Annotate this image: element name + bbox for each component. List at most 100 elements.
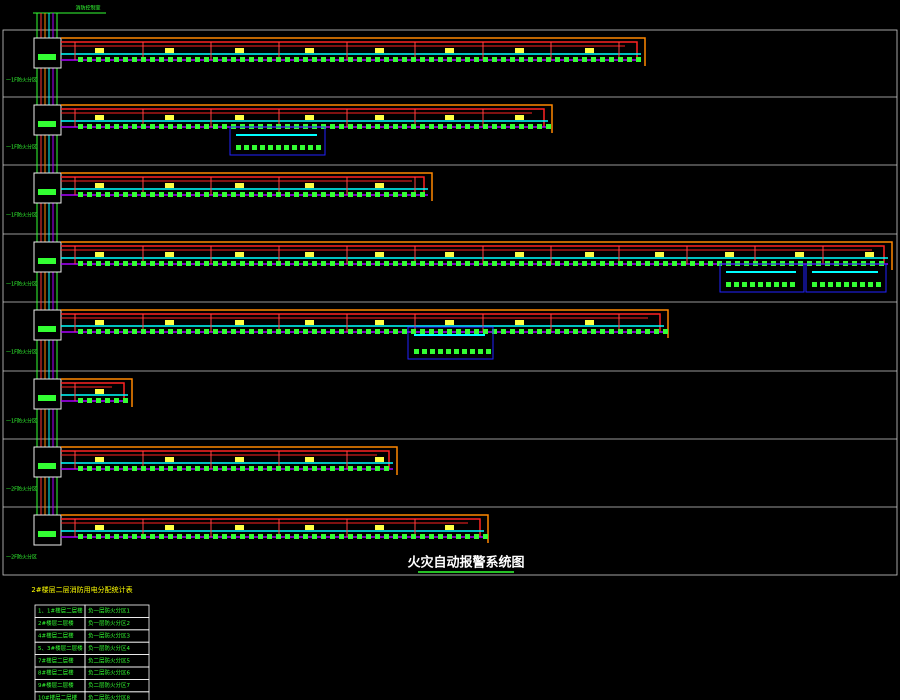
device bbox=[582, 329, 587, 334]
device bbox=[195, 192, 200, 197]
device bbox=[141, 466, 146, 471]
device bbox=[105, 466, 110, 471]
device bbox=[465, 57, 470, 62]
module bbox=[235, 183, 244, 188]
module bbox=[655, 252, 664, 257]
device bbox=[600, 57, 605, 62]
device bbox=[852, 282, 857, 287]
device bbox=[564, 261, 569, 266]
device bbox=[591, 261, 596, 266]
device bbox=[519, 57, 524, 62]
module bbox=[445, 252, 454, 257]
device bbox=[294, 466, 299, 471]
panel-label bbox=[38, 54, 56, 60]
device bbox=[294, 329, 299, 334]
device bbox=[249, 192, 254, 197]
device bbox=[268, 145, 273, 150]
panel bbox=[33, 37, 62, 69]
loop-orange bbox=[61, 172, 433, 201]
sub-panel bbox=[229, 126, 326, 156]
device bbox=[465, 261, 470, 266]
device bbox=[285, 192, 290, 197]
device bbox=[600, 329, 605, 334]
panel-label bbox=[38, 326, 56, 332]
device bbox=[168, 466, 173, 471]
device bbox=[330, 466, 335, 471]
device bbox=[78, 192, 83, 197]
device bbox=[96, 466, 101, 471]
table-text: 5、3#楼层二层楼 bbox=[38, 644, 83, 652]
device bbox=[734, 282, 739, 287]
device bbox=[348, 124, 353, 129]
device bbox=[177, 57, 182, 62]
module bbox=[305, 115, 314, 120]
device bbox=[105, 124, 110, 129]
device bbox=[420, 192, 425, 197]
device bbox=[312, 261, 317, 266]
device bbox=[672, 261, 677, 266]
device bbox=[546, 57, 551, 62]
device bbox=[600, 261, 605, 266]
device bbox=[276, 145, 281, 150]
device bbox=[483, 329, 488, 334]
device bbox=[573, 261, 578, 266]
device bbox=[411, 261, 416, 266]
device bbox=[510, 124, 515, 129]
device bbox=[213, 329, 218, 334]
device bbox=[114, 124, 119, 129]
device bbox=[321, 192, 326, 197]
loop-orange bbox=[61, 37, 646, 66]
device bbox=[438, 57, 443, 62]
device bbox=[618, 329, 623, 334]
device bbox=[384, 329, 389, 334]
device bbox=[186, 329, 191, 334]
device bbox=[699, 261, 704, 266]
device bbox=[168, 124, 173, 129]
device bbox=[186, 57, 191, 62]
device bbox=[537, 57, 542, 62]
device bbox=[168, 534, 173, 539]
module bbox=[445, 115, 454, 120]
module bbox=[305, 48, 314, 53]
device bbox=[537, 329, 542, 334]
device bbox=[150, 261, 155, 266]
sub-panel bbox=[719, 263, 805, 293]
device bbox=[645, 329, 650, 334]
module bbox=[585, 320, 594, 325]
device bbox=[114, 261, 119, 266]
device bbox=[267, 192, 272, 197]
module bbox=[95, 48, 104, 53]
device bbox=[462, 349, 467, 354]
device bbox=[114, 466, 119, 471]
device bbox=[78, 466, 83, 471]
device bbox=[204, 329, 209, 334]
table-text: 1、1#楼层二层楼 bbox=[38, 607, 83, 615]
device bbox=[285, 329, 290, 334]
device bbox=[276, 466, 281, 471]
module bbox=[235, 48, 244, 53]
device bbox=[411, 329, 416, 334]
device bbox=[384, 124, 389, 129]
device bbox=[393, 534, 398, 539]
device bbox=[438, 534, 443, 539]
device bbox=[114, 398, 119, 403]
device bbox=[618, 57, 623, 62]
device bbox=[447, 534, 452, 539]
device bbox=[501, 261, 506, 266]
device bbox=[78, 398, 83, 403]
device bbox=[384, 466, 389, 471]
device bbox=[420, 329, 425, 334]
device bbox=[483, 534, 488, 539]
device bbox=[366, 261, 371, 266]
module bbox=[235, 457, 244, 462]
device bbox=[366, 124, 371, 129]
device bbox=[204, 466, 209, 471]
device bbox=[492, 57, 497, 62]
panel bbox=[33, 241, 62, 273]
device bbox=[609, 261, 614, 266]
device bbox=[292, 145, 297, 150]
device bbox=[159, 466, 164, 471]
module bbox=[95, 115, 104, 120]
device bbox=[339, 466, 344, 471]
device bbox=[159, 261, 164, 266]
